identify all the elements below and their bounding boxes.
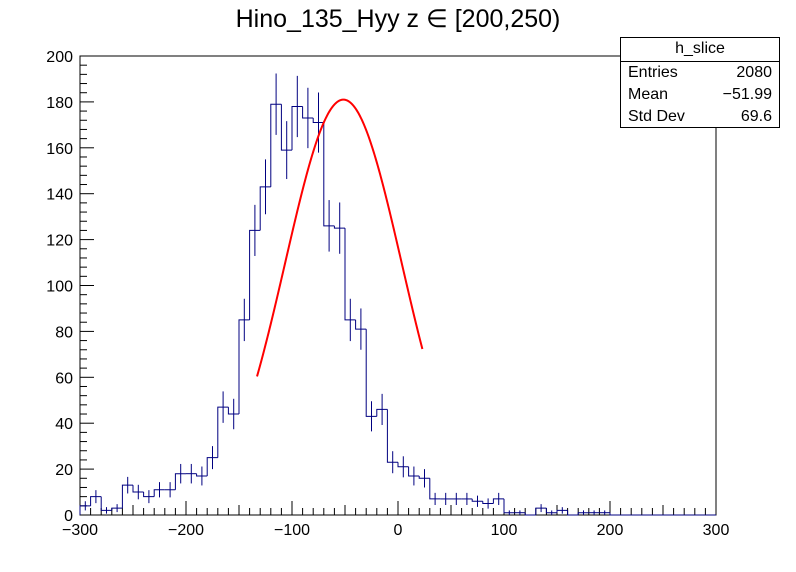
histogram-bin <box>143 492 155 498</box>
histogram-bin <box>100 496 112 511</box>
histogram-bin <box>344 228 356 321</box>
stats-label: Std Dev <box>628 108 685 125</box>
histogram-bin <box>609 512 621 516</box>
x-axis: −300 −200 −100 0 100 200 300 <box>62 501 729 539</box>
histogram-bin <box>418 475 430 479</box>
histogram-bin <box>503 498 515 514</box>
y-tick-label: 0 <box>64 508 73 525</box>
fit-curve <box>256 98 424 377</box>
stats-value: −51.99 <box>722 86 772 103</box>
chart-title: Hino_135_Hyy z ∈ [200,250) <box>235 5 561 33</box>
histogram-bin <box>249 229 261 320</box>
histogram-bin <box>535 507 547 515</box>
y-tick-label: 80 <box>55 324 73 341</box>
y-axis: 0 20 40 60 80 100 120 140 160 180 200 <box>46 49 94 525</box>
histogram-bin <box>397 462 409 468</box>
histogram-bin <box>312 117 324 124</box>
x-tick-label: 300 <box>703 522 730 539</box>
stats-row-std-dev: Std Dev 69.6 <box>621 106 779 128</box>
histogram-bin <box>238 319 250 415</box>
histogram-bins <box>79 103 716 516</box>
stats-box-title: h_slice <box>621 38 779 62</box>
x-tick-label: −200 <box>168 522 204 539</box>
histogram-bin <box>79 505 91 515</box>
gaussian-fit <box>256 98 424 377</box>
histogram-bin <box>259 186 271 231</box>
y-tick-label: 160 <box>46 141 73 158</box>
y-tick-label: 140 <box>46 187 73 204</box>
histogram-bin <box>386 409 398 463</box>
histogram-bin <box>323 122 335 227</box>
y-tick-label: 200 <box>46 49 73 66</box>
stats-label: Mean <box>628 86 669 103</box>
histogram-bin <box>376 408 388 417</box>
histogram-bin <box>492 498 504 504</box>
histogram-bin <box>270 103 282 187</box>
error-bars <box>84 73 606 515</box>
y-tick-label: 100 <box>46 279 73 296</box>
histogram-bin <box>90 496 102 506</box>
stats-label: Entries <box>628 64 678 81</box>
histogram-bin <box>153 489 165 497</box>
histogram-bin <box>206 457 218 476</box>
x-tick-label: −300 <box>62 522 98 539</box>
stats-box: h_slice Entries 2080 Mean −51.99 Std Dev… <box>620 37 780 128</box>
stats-row-mean: Mean −51.99 <box>621 84 779 106</box>
stats-value: 2080 <box>736 64 772 81</box>
histogram-bin <box>577 512 589 515</box>
histogram-bin <box>333 225 345 229</box>
histogram-bin <box>291 105 303 151</box>
y-tick-label: 180 <box>46 95 73 112</box>
y-tick-label: 60 <box>55 370 73 387</box>
histogram-bin <box>365 329 377 417</box>
histogram-bin <box>556 509 568 513</box>
histogram-bin <box>121 484 133 509</box>
histogram-bin <box>482 501 494 505</box>
x-tick-label: 0 <box>394 522 403 539</box>
stats-row-entries: Entries 2080 <box>621 62 779 84</box>
y-tick-label: 20 <box>55 462 73 479</box>
histogram-bin <box>132 485 144 493</box>
histogram-bin <box>302 106 314 119</box>
histogram-bin <box>429 478 441 500</box>
histogram-bin <box>524 512 536 516</box>
y-tick-label: 40 <box>55 416 73 433</box>
histogram-bin <box>217 406 229 458</box>
stats-value: 69.6 <box>740 108 772 125</box>
histogram-bin <box>471 498 483 502</box>
x-tick-label: −100 <box>274 522 310 539</box>
histogram-bin <box>355 319 367 330</box>
histogram-bin <box>174 473 186 490</box>
histogram-bin <box>196 473 208 477</box>
histogram-bin <box>545 508 557 514</box>
histogram-bin <box>280 104 292 151</box>
histogram-bin <box>227 407 239 415</box>
x-tick-label: 200 <box>597 522 624 539</box>
histogram-bin <box>408 466 420 477</box>
y-tick-label: 120 <box>46 233 73 250</box>
x-tick-label: 100 <box>491 522 518 539</box>
histogram-bin <box>567 510 579 516</box>
histogram-bin <box>111 507 123 511</box>
